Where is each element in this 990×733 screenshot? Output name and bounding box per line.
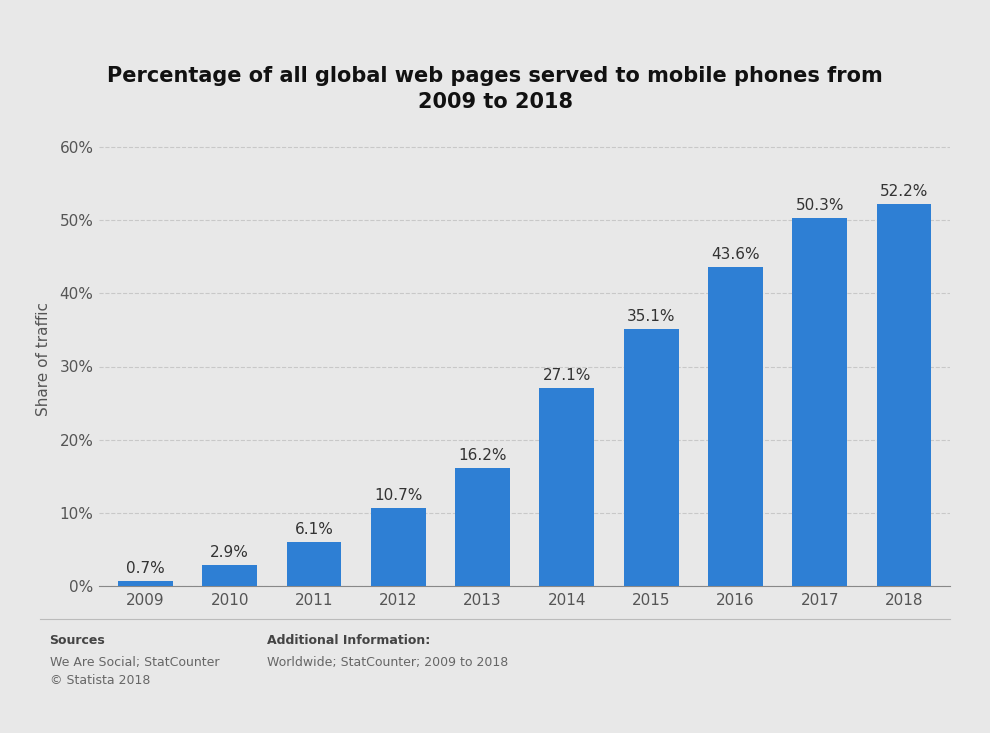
Bar: [202, 565, 257, 586]
Bar: [286, 542, 342, 586]
Bar: [708, 267, 763, 586]
Text: 52.2%: 52.2%: [880, 184, 929, 199]
Text: 50.3%: 50.3%: [796, 198, 844, 213]
Bar: [455, 468, 510, 586]
Text: Sources: Sources: [50, 634, 105, 647]
Bar: [792, 218, 847, 586]
Text: 10.7%: 10.7%: [374, 488, 423, 503]
Text: 2.9%: 2.9%: [210, 545, 249, 560]
Bar: [624, 329, 678, 586]
Text: 16.2%: 16.2%: [458, 448, 507, 463]
Text: 35.1%: 35.1%: [627, 309, 675, 324]
Bar: [118, 581, 173, 586]
Bar: [876, 204, 932, 586]
Text: 6.1%: 6.1%: [294, 522, 334, 537]
Text: Percentage of all global web pages served to mobile phones from
2009 to 2018: Percentage of all global web pages serve…: [107, 66, 883, 112]
Text: Worldwide; StatCounter; 2009 to 2018: Worldwide; StatCounter; 2009 to 2018: [267, 656, 509, 669]
Y-axis label: Share of traffic: Share of traffic: [36, 302, 51, 416]
Text: 43.6%: 43.6%: [711, 247, 759, 262]
Text: 0.7%: 0.7%: [126, 561, 164, 576]
Bar: [371, 508, 426, 586]
Text: 27.1%: 27.1%: [543, 368, 591, 383]
Bar: [540, 388, 594, 586]
Text: Additional Information:: Additional Information:: [267, 634, 431, 647]
Text: We Are Social; StatCounter
© Statista 2018: We Are Social; StatCounter © Statista 20…: [50, 656, 219, 687]
